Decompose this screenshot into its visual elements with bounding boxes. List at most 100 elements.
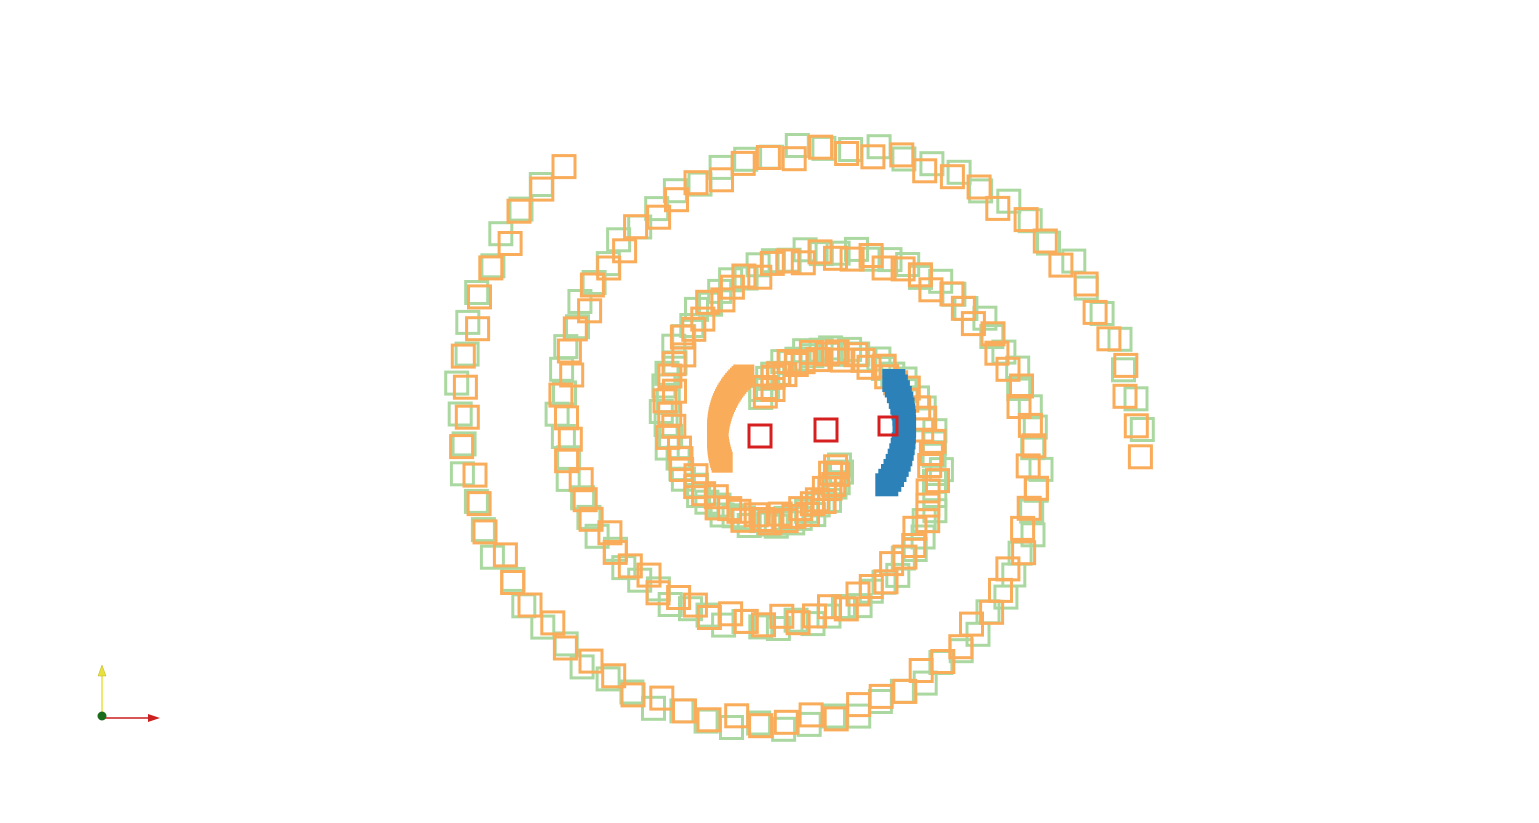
green-marker (463, 488, 489, 514)
orange-marker (695, 289, 721, 315)
orange-marker (985, 195, 1011, 221)
orange-marker (798, 702, 824, 728)
orange-marker (597, 520, 623, 546)
orange-marker (636, 562, 662, 588)
orange-marker (1011, 540, 1037, 566)
orange-marker (1073, 271, 1099, 297)
green-marker (449, 461, 475, 487)
orange-marker (892, 544, 918, 570)
green-marker (644, 196, 670, 222)
orange-marker (980, 321, 1006, 347)
green-marker (611, 555, 637, 581)
orange-marker (672, 698, 697, 724)
orange-marker (948, 634, 974, 660)
orange-marker (915, 492, 941, 518)
green-marker (595, 666, 621, 692)
orange-marker (466, 491, 492, 517)
orange-marker (823, 706, 849, 732)
green-marker (581, 270, 607, 295)
orange-marker (1123, 413, 1149, 439)
orange-marker (1021, 433, 1047, 459)
orange-marker (748, 713, 774, 739)
orange-marker (601, 663, 627, 689)
orange-marker (450, 343, 476, 369)
orange-marker (839, 246, 865, 272)
orange-marker (759, 250, 785, 276)
orange-marker (562, 316, 588, 342)
orange-marker (500, 570, 526, 595)
orange-marker (724, 703, 750, 729)
orange-marker (790, 349, 816, 375)
orange-marker (781, 146, 807, 172)
orange-marker (690, 306, 716, 332)
y-axis-arrow-icon (97, 664, 107, 677)
green-marker (825, 240, 851, 266)
orange-marker (1017, 412, 1043, 438)
orange-marker (833, 596, 859, 622)
orange-marker (808, 134, 834, 160)
orange-marker (462, 462, 488, 488)
orange-marker (889, 142, 915, 168)
green-marker (1129, 417, 1155, 442)
orange-marker (1096, 326, 1122, 352)
orange-marker (879, 551, 905, 577)
green-marker (470, 517, 496, 543)
orange-marker (775, 248, 801, 274)
orange-marker (454, 404, 480, 430)
green-marker (946, 159, 972, 185)
orange-marker (730, 150, 756, 176)
orange-marker (917, 453, 943, 478)
green-marker (552, 380, 577, 406)
orange-marker (646, 204, 672, 230)
orange-marker (843, 342, 869, 368)
orange-marker (902, 515, 928, 541)
orange-marker (871, 255, 897, 281)
green-marker (718, 267, 744, 293)
green-marker (444, 370, 470, 396)
orange-marker (966, 174, 992, 200)
orange-marker (846, 692, 872, 718)
green-marker (783, 607, 809, 633)
orange-marker (596, 255, 622, 281)
orange-marker (750, 507, 776, 532)
orange-marker (572, 487, 598, 513)
orange-marker (577, 298, 603, 324)
orange-marker (552, 635, 578, 661)
x-axis-arrow-icon (148, 714, 160, 722)
orange-marker (915, 508, 941, 534)
orange-marker (939, 164, 965, 190)
orange-marker (691, 481, 717, 507)
red-marker (877, 415, 899, 437)
orange-marker (662, 378, 687, 404)
orange-marker (682, 592, 708, 618)
orange-marker (568, 467, 594, 493)
orange-marker (751, 612, 776, 638)
orange-marker (1082, 299, 1108, 325)
orange-marker (664, 187, 689, 213)
orange-marker (1048, 252, 1074, 278)
orange-marker (617, 553, 643, 579)
orange-marker (802, 603, 827, 629)
blue-marker (875, 473, 899, 497)
orange-marker (1113, 352, 1139, 378)
orange-marker-series (449, 134, 1153, 739)
green-marker (479, 544, 505, 570)
orange-marker (1013, 207, 1039, 233)
orange-marker (578, 648, 604, 674)
green-marker (993, 584, 1019, 610)
orange-marker (1112, 383, 1138, 409)
orange-marker (798, 339, 824, 365)
orange-marker (478, 255, 504, 281)
green-marker (451, 431, 477, 457)
orange-marker (995, 356, 1021, 382)
red-marker-series (747, 415, 899, 449)
orange-marker (908, 658, 934, 683)
orange-marker (472, 519, 498, 545)
orange-marker (517, 592, 543, 618)
orange-marker (912, 158, 938, 184)
orange-marker (1010, 515, 1036, 541)
orange-marker (620, 682, 646, 708)
